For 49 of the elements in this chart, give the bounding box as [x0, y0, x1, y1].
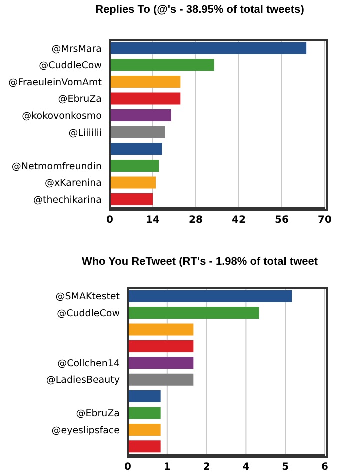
y-tick-label: @EbruZa	[58, 94, 102, 106]
y-tick-label: @LadiesBeauty	[46, 375, 120, 386]
bar	[110, 92, 181, 105]
y-tick-label: @Netmomfreundin	[12, 161, 102, 172]
y-tick-label: @thechikarina	[33, 194, 102, 206]
x-tick-label: 4	[242, 462, 250, 474]
bar	[128, 340, 194, 352]
bar	[128, 357, 194, 370]
x-tick-label: 56	[275, 215, 289, 226]
x-tick-label: 1	[164, 462, 171, 474]
bar	[110, 160, 160, 172]
bar	[110, 176, 156, 189]
bar	[128, 290, 292, 302]
chart-title: Replies To (@'s - 38.95% of total tweets)	[94, 4, 306, 16]
y-tick-label: @SMAKtestet	[56, 292, 120, 303]
bar	[110, 42, 307, 54]
y-tick-label: @eyeslipsface	[52, 425, 120, 436]
bar	[110, 126, 166, 138]
bar	[128, 424, 161, 436]
bar	[110, 194, 153, 206]
bar	[110, 110, 172, 122]
x-tick-label: 42	[232, 215, 246, 226]
y-tick-label: @CuddleCow	[57, 308, 120, 320]
bar	[110, 143, 162, 156]
y-tick-label: @Collchen14	[58, 358, 120, 370]
bar	[128, 390, 161, 403]
chart-title: Who You ReTweet (RT's - 1.98% of total tweet	[80, 256, 320, 268]
x-tick-label: 14	[146, 215, 160, 226]
bar	[110, 76, 181, 88]
bar	[128, 324, 194, 336]
y-tick-label: @xKarenina	[44, 178, 102, 190]
bar	[110, 59, 214, 72]
y-tick-label: @Liiiilii	[68, 128, 102, 139]
y-tick-label: @FraeuleinVomAmt	[8, 77, 102, 88]
y-tick-label: @EbruZa	[76, 408, 120, 420]
x-tick-label: 0	[124, 462, 132, 474]
y-tick-label: @MrsMara	[52, 44, 102, 55]
bar	[128, 440, 161, 453]
x-tick-label: 5	[282, 462, 290, 474]
y-tick-label: @kokovonkosmo	[22, 110, 102, 122]
x-tick-label: 0	[106, 215, 114, 226]
y-tick-label: @CuddleCow	[39, 60, 102, 72]
x-tick-label: 2	[203, 462, 210, 474]
x-tick-label: 70	[318, 215, 332, 226]
x-tick-label: 6	[322, 462, 329, 474]
bar	[128, 374, 194, 386]
bar	[128, 407, 161, 420]
bar	[128, 307, 260, 320]
x-tick-label: 28	[189, 215, 203, 226]
